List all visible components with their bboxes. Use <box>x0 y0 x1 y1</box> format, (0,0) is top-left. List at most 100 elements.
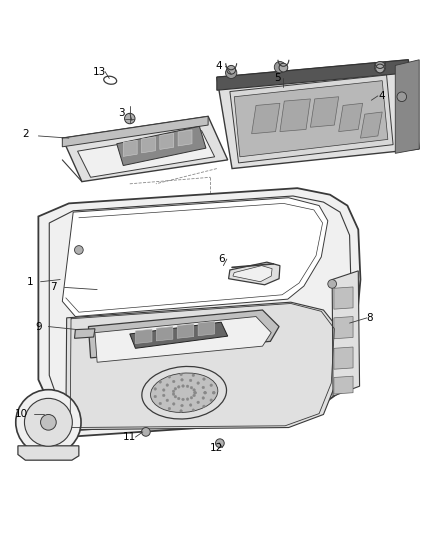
Ellipse shape <box>104 76 117 84</box>
Polygon shape <box>62 198 328 317</box>
Circle shape <box>162 394 165 397</box>
Circle shape <box>168 407 171 410</box>
Circle shape <box>159 381 162 383</box>
Circle shape <box>202 397 205 399</box>
Polygon shape <box>95 317 271 362</box>
Polygon shape <box>18 446 79 460</box>
Text: 13: 13 <box>93 67 106 77</box>
Polygon shape <box>252 103 280 134</box>
Polygon shape <box>334 287 353 309</box>
Circle shape <box>182 398 184 401</box>
Circle shape <box>190 397 193 399</box>
Circle shape <box>376 64 385 73</box>
Circle shape <box>197 401 199 403</box>
Text: 4: 4 <box>379 91 385 101</box>
Polygon shape <box>177 324 194 338</box>
Polygon shape <box>135 329 152 344</box>
Polygon shape <box>141 137 155 153</box>
Text: 6: 6 <box>218 254 225 264</box>
Circle shape <box>173 380 175 383</box>
Polygon shape <box>198 321 215 336</box>
Polygon shape <box>160 133 174 149</box>
Polygon shape <box>339 103 363 132</box>
Circle shape <box>173 402 175 405</box>
Circle shape <box>162 389 165 391</box>
Circle shape <box>181 405 184 407</box>
Polygon shape <box>88 310 279 358</box>
Circle shape <box>174 395 177 398</box>
Circle shape <box>274 61 286 73</box>
Circle shape <box>141 427 150 436</box>
Circle shape <box>204 391 206 394</box>
Circle shape <box>154 395 156 398</box>
Text: 5: 5 <box>275 74 281 84</box>
Circle shape <box>279 63 288 72</box>
Polygon shape <box>217 60 419 168</box>
Text: 12: 12 <box>210 442 223 453</box>
Polygon shape <box>233 265 272 282</box>
Circle shape <box>210 399 212 401</box>
Circle shape <box>25 398 72 446</box>
Polygon shape <box>395 60 419 154</box>
Circle shape <box>212 391 215 394</box>
Circle shape <box>192 374 194 377</box>
Polygon shape <box>62 116 208 147</box>
Circle shape <box>174 387 177 390</box>
Text: 11: 11 <box>123 432 136 442</box>
Polygon shape <box>280 99 311 132</box>
Polygon shape <box>334 347 353 369</box>
Circle shape <box>397 92 406 102</box>
Circle shape <box>189 403 192 406</box>
Polygon shape <box>229 262 280 285</box>
Circle shape <box>197 382 199 384</box>
Circle shape <box>166 399 169 402</box>
Circle shape <box>227 66 236 74</box>
Polygon shape <box>234 80 388 157</box>
Polygon shape <box>230 75 393 163</box>
Polygon shape <box>217 60 408 90</box>
Polygon shape <box>74 329 95 338</box>
Circle shape <box>172 393 175 395</box>
Circle shape <box>192 409 194 411</box>
Circle shape <box>204 391 206 394</box>
Polygon shape <box>62 116 228 182</box>
Text: 2: 2 <box>22 129 28 139</box>
Text: 1: 1 <box>26 277 33 287</box>
Text: 7: 7 <box>50 282 57 293</box>
Polygon shape <box>78 131 215 177</box>
Polygon shape <box>123 140 137 156</box>
Polygon shape <box>39 188 360 437</box>
Circle shape <box>180 410 182 412</box>
Polygon shape <box>334 376 353 394</box>
Text: 8: 8 <box>366 313 372 323</box>
Circle shape <box>193 394 195 397</box>
Circle shape <box>74 246 83 254</box>
Text: 10: 10 <box>14 409 28 419</box>
Text: 9: 9 <box>35 321 42 332</box>
Circle shape <box>16 390 81 455</box>
Ellipse shape <box>142 367 226 419</box>
Circle shape <box>177 397 180 400</box>
Polygon shape <box>117 126 206 166</box>
Circle shape <box>226 67 237 78</box>
Ellipse shape <box>151 373 218 413</box>
Circle shape <box>193 389 195 391</box>
Polygon shape <box>130 322 228 349</box>
Circle shape <box>374 61 386 73</box>
Circle shape <box>181 378 184 381</box>
Circle shape <box>172 390 175 393</box>
Polygon shape <box>178 130 192 146</box>
Polygon shape <box>332 271 360 396</box>
Circle shape <box>190 386 193 389</box>
Circle shape <box>328 279 336 288</box>
Circle shape <box>177 385 180 388</box>
Circle shape <box>215 439 224 448</box>
Polygon shape <box>156 327 173 341</box>
Text: 4: 4 <box>215 61 223 71</box>
Circle shape <box>186 385 189 387</box>
Polygon shape <box>66 302 337 430</box>
Circle shape <box>194 391 196 394</box>
Circle shape <box>189 379 192 382</box>
Polygon shape <box>360 112 382 138</box>
Circle shape <box>203 405 205 408</box>
